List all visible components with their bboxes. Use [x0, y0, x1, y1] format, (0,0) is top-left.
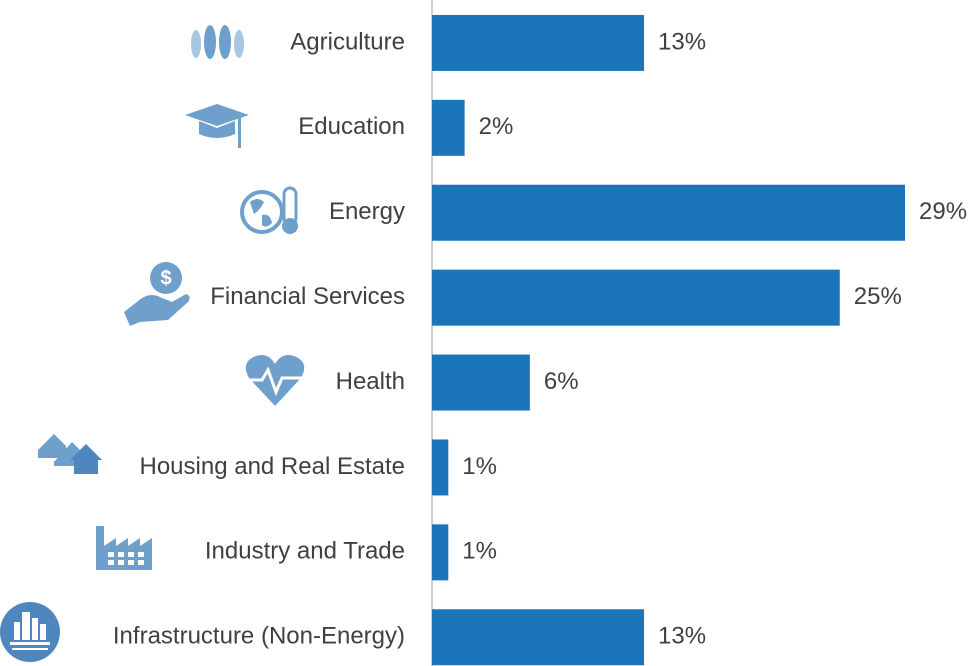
bar — [432, 439, 449, 496]
icons: $ — [0, 25, 305, 662]
icon-financial: $ — [124, 262, 190, 326]
icon-industry — [96, 526, 152, 570]
value-label: 6% — [544, 368, 579, 395]
icon-energy — [240, 186, 298, 234]
value-label: 25% — [854, 283, 902, 310]
bar — [432, 609, 645, 666]
category-label: Financial Services — [210, 283, 405, 310]
bar — [432, 184, 905, 241]
category-label: Energy — [329, 198, 405, 225]
bar — [432, 14, 645, 71]
bar — [432, 269, 840, 326]
category-label: Industry and Trade — [205, 538, 405, 565]
bar — [432, 524, 449, 581]
icon-health — [245, 355, 305, 406]
category-label: Infrastructure (Non-Energy) — [113, 623, 405, 650]
value-label: 13% — [658, 623, 706, 650]
svg-text:$: $ — [160, 267, 171, 289]
bar — [432, 354, 530, 411]
category-label: Education — [298, 113, 405, 140]
value-label: 1% — [462, 538, 497, 565]
icon-education — [185, 104, 249, 148]
value-label: 1% — [462, 453, 497, 480]
category-label: Health — [336, 368, 405, 395]
icon-housing — [38, 434, 102, 474]
category-label: Housing and Real Estate — [140, 453, 406, 480]
icon-agriculture — [191, 25, 244, 59]
icon-infrastructure — [0, 602, 60, 662]
bar — [432, 99, 465, 156]
value-label: 13% — [658, 28, 706, 55]
value-label: 2% — [479, 113, 514, 140]
category-label: Agriculture — [290, 28, 405, 55]
value-label: 29% — [919, 198, 967, 225]
